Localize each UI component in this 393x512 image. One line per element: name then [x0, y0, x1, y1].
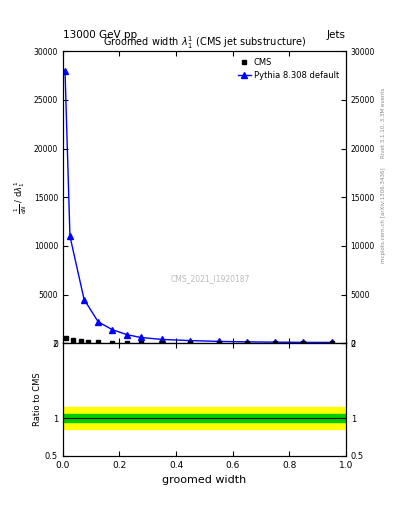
Y-axis label: Ratio to CMS: Ratio to CMS: [33, 373, 42, 426]
Text: mcplots.cern.ch [arXiv:1306.3436]: mcplots.cern.ch [arXiv:1306.3436]: [381, 167, 386, 263]
Text: Rivet 3.1.10, 3.3M events: Rivet 3.1.10, 3.3M events: [381, 88, 386, 158]
Legend: CMS, Pythia 8.308 default: CMS, Pythia 8.308 default: [235, 55, 342, 82]
X-axis label: groomed width: groomed width: [162, 475, 246, 485]
Text: Jets: Jets: [327, 30, 346, 40]
Y-axis label: $\frac{1}{\mathrm{d}N}$ / $\mathrm{d}\lambda_1^1$: $\frac{1}{\mathrm{d}N}$ / $\mathrm{d}\la…: [13, 181, 29, 214]
Title: Groomed width $\lambda_1^1$ (CMS jet substructure): Groomed width $\lambda_1^1$ (CMS jet sub…: [103, 34, 306, 51]
Text: 13000 GeV pp: 13000 GeV pp: [63, 30, 137, 40]
Text: CMS_2021_I1920187: CMS_2021_I1920187: [170, 274, 250, 284]
